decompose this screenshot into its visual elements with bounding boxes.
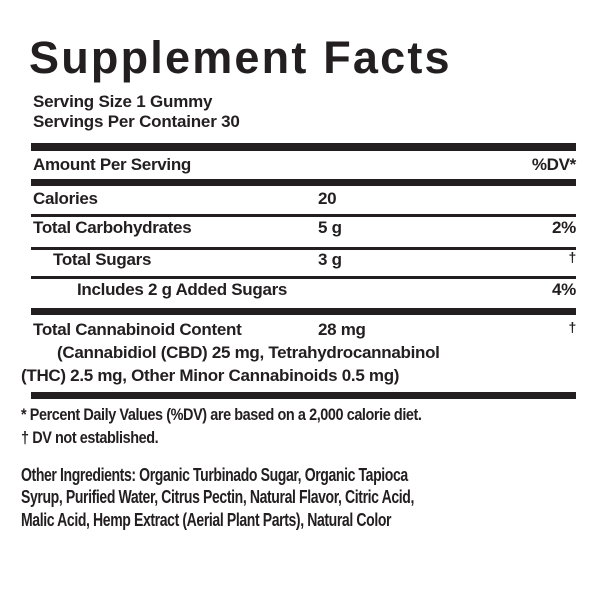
nutrient-amount: 3 g xyxy=(318,250,342,269)
row-total-cannabinoid-content: Total Cannabinoid Content 28 mg † xyxy=(33,319,577,339)
footnote-percent-daily-values: * Percent Daily Values (%DV) are based o… xyxy=(21,405,422,424)
other-ingredients-line-1: Other Ingredients: Organic Turbinado Sug… xyxy=(21,465,408,485)
nutrient-label: Total Carbohydrates xyxy=(33,218,192,237)
rule-header-thick xyxy=(31,179,576,186)
row-added-sugars: Includes 2 g Added Sugars 4% xyxy=(33,281,576,299)
nutrient-label: Calories xyxy=(33,189,98,208)
servings-per-container: Servings Per Container 30 xyxy=(33,112,240,131)
cannabinoid-detail-line-2: (THC) 2.5 mg, Other Minor Cannabinoids 0… xyxy=(21,366,400,385)
amount-per-serving-label: Amount Per Serving xyxy=(33,155,192,174)
row-calories: Calories 20 xyxy=(33,190,576,208)
cannabinoid-detail-line-1: (Cannabidiol (CBD) 25 mg, Tetrahydrocann… xyxy=(57,343,440,362)
nutrient-amount: 5 g xyxy=(318,218,342,237)
rule-top-thick xyxy=(31,143,576,151)
other-ingredients-line-2: Syrup, Purified Water, Citrus Pectin, Na… xyxy=(21,487,414,508)
rule-bottom-thick xyxy=(31,392,576,399)
other-ingredients: Other Ingredients: Organic Turbinado Sug… xyxy=(21,464,414,531)
rule-thin-1 xyxy=(31,214,576,217)
footnote-dv-not-established: † DV not established. xyxy=(21,428,159,447)
nutrient-dv: 2% xyxy=(552,218,576,237)
rule-mid-thick xyxy=(31,308,576,315)
dv-column-header: %DV* xyxy=(531,155,576,174)
other-ingredients-line-3: Malic Acid, Hemp Extract (Aerial Plant P… xyxy=(21,509,392,530)
nutrient-label: Includes 2 g Added Sugars xyxy=(77,280,288,299)
nutrient-label: Total Cannabinoid Content xyxy=(33,320,242,339)
nutrient-amount: 20 xyxy=(318,189,337,208)
dagger-icon: † xyxy=(568,319,577,335)
row-total-sugars: Total Sugars 3 g † xyxy=(33,249,577,269)
serving-size: Serving Size 1 Gummy xyxy=(33,92,213,111)
nutrient-amount: 28 mg xyxy=(318,320,366,339)
rule-thin-2 xyxy=(31,247,576,250)
page-title: Supplement Facts xyxy=(29,32,452,83)
nutrient-dv: 4% xyxy=(552,280,576,299)
table-header-row: Amount Per Serving %DV* xyxy=(33,156,576,174)
rule-thin-3 xyxy=(31,276,576,279)
nutrient-label: Total Sugars xyxy=(53,250,152,269)
dagger-icon: † xyxy=(568,249,577,265)
row-total-carbohydrates: Total Carbohydrates 5 g 2% xyxy=(33,219,576,237)
